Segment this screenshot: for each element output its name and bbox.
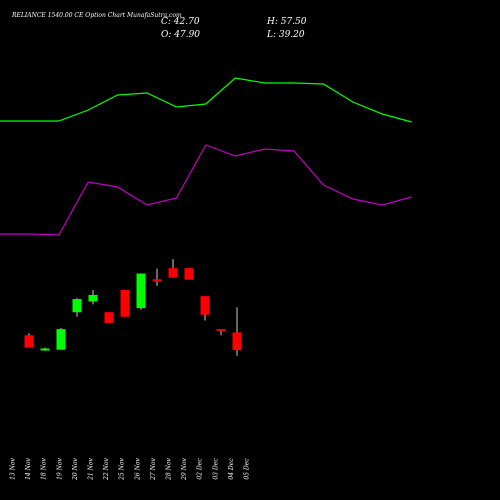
low-value: L: 39.20: [266, 30, 305, 40]
x-tick-label: 21 Nov: [88, 457, 95, 480]
x-tick-label: 03 Dec: [212, 458, 219, 480]
candle: [232, 307, 242, 356]
x-tick-label: 04 Dec: [228, 458, 235, 480]
x-tick-label: 05 Dec: [244, 458, 251, 480]
candle: [168, 259, 178, 278]
x-tick-label: 20 Nov: [72, 457, 79, 480]
candle-body: [104, 312, 114, 323]
candle-body: [88, 294, 98, 302]
candle-body: [184, 268, 194, 280]
candle: [24, 333, 34, 348]
x-tick-label: 19 Nov: [56, 457, 63, 479]
candle-body: [152, 279, 162, 282]
x-tick-label: 26 Nov: [134, 457, 141, 480]
x-tick-label: 28 Nov: [166, 457, 173, 480]
overlay-lines: [0, 77, 412, 236]
candle-body: [200, 296, 210, 315]
candle: [184, 268, 194, 280]
candle: [136, 273, 146, 310]
chart-title: RELIANCE 1540.00 CE Option Chart MunafaS…: [11, 12, 182, 19]
x-tick-label: 18 Nov: [41, 457, 48, 479]
candle: [200, 296, 210, 321]
candle: [56, 327, 66, 350]
candle: [72, 298, 82, 317]
x-tick-label: 02 Dec: [197, 458, 204, 480]
overlay-line-0: [0, 77, 412, 123]
candle-body: [56, 329, 66, 350]
candle-body: [40, 348, 50, 351]
candles: [24, 259, 242, 356]
candle: [104, 312, 114, 323]
candle-body: [232, 332, 242, 351]
x-tick-label: 13 Nov: [10, 457, 17, 479]
x-tick-label: 25 Nov: [119, 457, 126, 480]
candle-body: [136, 273, 146, 309]
candle-body: [120, 290, 130, 317]
candle: [88, 290, 98, 305]
x-tick-label: 14 Nov: [25, 457, 32, 479]
candle: [152, 268, 162, 286]
x-tick-label: 27 Nov: [150, 457, 157, 480]
close-value: C: 42.70: [161, 17, 200, 27]
open-value: O: 47.90: [161, 30, 200, 40]
candle-body: [24, 335, 34, 348]
candle: [120, 290, 130, 317]
x-axis-ticks: 13 Nov 14 Nov 18 Nov 19 Nov 20 Nov 21 Nov 22 N…: [10, 457, 251, 480]
x-tick-label: 29 Nov: [181, 457, 188, 480]
x-tick-label: 22 Nov: [103, 457, 110, 480]
candle-body: [168, 268, 178, 278]
high-value: H: 57.50: [266, 17, 307, 27]
candle: [216, 329, 226, 336]
overlay-line-1: [0, 144, 412, 236]
candle-body: [216, 329, 226, 332]
candle-body: [72, 299, 82, 313]
candle: [40, 347, 50, 351]
